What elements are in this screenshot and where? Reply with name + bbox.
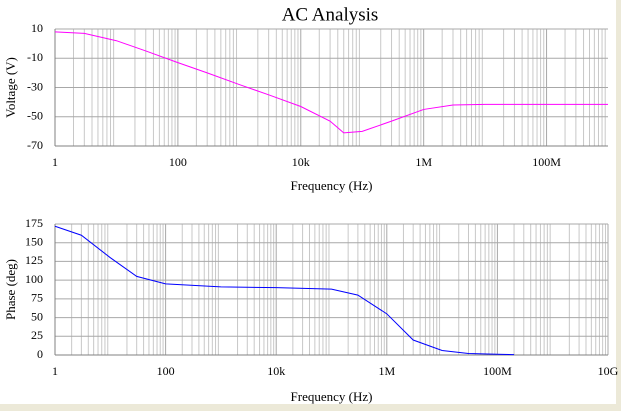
x-tick-label: 100 — [169, 155, 187, 169]
y-tick-label: 0 — [37, 347, 43, 361]
y-tick-label: 125 — [25, 253, 43, 267]
x-tick-label: 1M — [378, 364, 395, 378]
x-tick-label: 100M — [483, 364, 512, 378]
series-line — [54, 31, 608, 134]
x-tick-label: 100M — [532, 155, 561, 169]
y-tick-label: 150 — [25, 234, 43, 248]
x-tick-label: 10k — [267, 364, 285, 378]
series-line — [54, 225, 515, 356]
x-tick-label: 100 — [157, 364, 175, 378]
y-tick-label: 50 — [31, 309, 43, 323]
chart-title: AC Analysis — [282, 4, 379, 25]
y-axis-label: Voltage (V) — [3, 57, 18, 118]
y-tick-label: 100 — [25, 272, 43, 286]
y-axis-label: Phase (deg) — [3, 259, 18, 320]
y-tick-label: -30 — [27, 79, 43, 93]
x-tick-label: 1 — [52, 364, 58, 378]
y-tick-label: 75 — [31, 291, 43, 305]
x-tick-label: 10k — [292, 155, 310, 169]
y-tick-label: -70 — [27, 138, 43, 152]
y-tick-label: -10 — [27, 50, 43, 64]
x-axis-label: Frequency (Hz) — [291, 389, 373, 404]
y-tick-label: 25 — [31, 328, 43, 342]
y-tick-label: -50 — [27, 109, 43, 123]
y-tick-label: 10 — [31, 21, 43, 35]
x-tick-label: 1 — [52, 155, 58, 169]
x-tick-label: 10G — [598, 364, 619, 378]
y-tick-label: 175 — [25, 216, 43, 230]
x-axis-label: Frequency (Hz) — [291, 178, 373, 193]
x-tick-label: 1M — [415, 155, 432, 169]
